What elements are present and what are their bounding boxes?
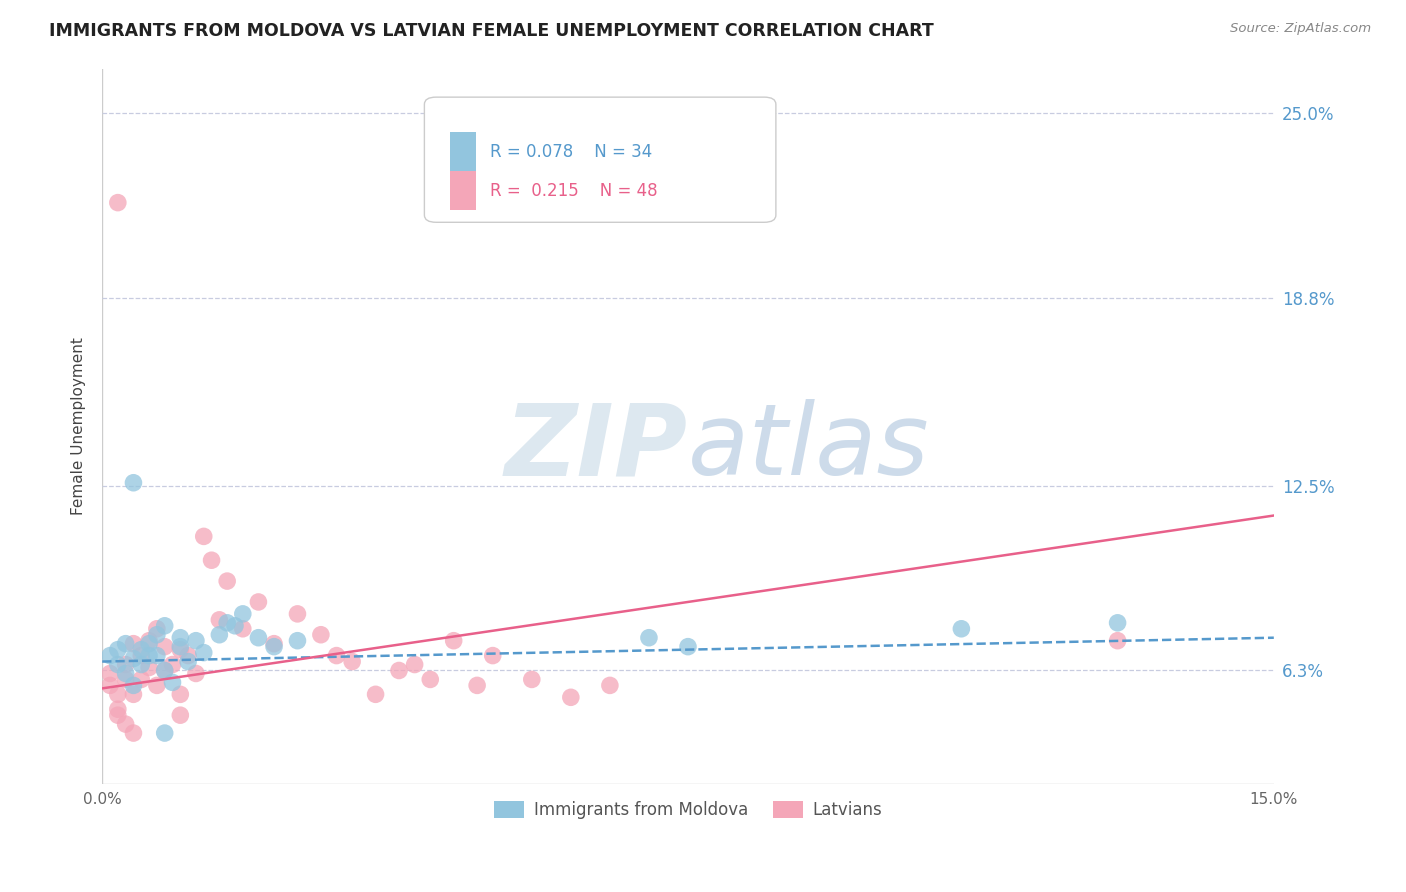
Point <box>200 553 222 567</box>
Point <box>107 702 129 716</box>
Text: R = 0.078    N = 34: R = 0.078 N = 34 <box>491 143 652 161</box>
Point <box>114 657 136 672</box>
Text: atlas: atlas <box>688 399 929 496</box>
Point <box>224 619 246 633</box>
Point <box>465 678 488 692</box>
Point <box>419 673 441 687</box>
Text: R =  0.215    N = 48: R = 0.215 N = 48 <box>491 182 658 200</box>
Point <box>122 475 145 490</box>
Point <box>193 529 215 543</box>
Point <box>153 726 176 740</box>
Point <box>122 726 145 740</box>
Point <box>309 628 332 642</box>
Point <box>153 664 176 678</box>
Point <box>263 637 285 651</box>
Point <box>217 615 239 630</box>
Point <box>169 640 191 654</box>
Point <box>443 633 465 648</box>
Point <box>107 708 129 723</box>
Point <box>107 195 129 210</box>
Point <box>481 648 503 663</box>
Point <box>388 664 411 678</box>
Point <box>208 613 231 627</box>
Point <box>520 673 543 687</box>
Point <box>114 717 136 731</box>
Bar <box>450 132 477 171</box>
Point <box>122 637 145 651</box>
Point <box>287 607 309 621</box>
Point <box>146 622 169 636</box>
Point <box>184 666 207 681</box>
Point <box>129 648 152 663</box>
Point <box>208 628 231 642</box>
Point <box>162 657 184 672</box>
Point <box>129 642 152 657</box>
Point <box>138 660 160 674</box>
Point <box>114 666 136 681</box>
Point <box>217 574 239 588</box>
Point <box>107 657 129 672</box>
Point <box>169 642 191 657</box>
Point <box>146 678 169 692</box>
Point <box>599 678 621 692</box>
Point <box>232 622 254 636</box>
Point <box>560 690 582 705</box>
Point <box>138 648 160 663</box>
Point <box>162 675 184 690</box>
FancyBboxPatch shape <box>425 97 776 222</box>
Point <box>169 708 191 723</box>
Point <box>177 648 200 663</box>
Text: Source: ZipAtlas.com: Source: ZipAtlas.com <box>1230 22 1371 36</box>
Point <box>153 664 176 678</box>
Point <box>146 628 169 642</box>
Text: IMMIGRANTS FROM MOLDOVA VS LATVIAN FEMALE UNEMPLOYMENT CORRELATION CHART: IMMIGRANTS FROM MOLDOVA VS LATVIAN FEMAL… <box>49 22 934 40</box>
Point <box>138 633 160 648</box>
Text: ZIP: ZIP <box>505 399 688 496</box>
Point <box>169 631 191 645</box>
Point <box>129 673 152 687</box>
Point <box>638 631 661 645</box>
Point <box>107 642 129 657</box>
Point <box>169 687 191 701</box>
Bar <box>450 171 477 211</box>
Point <box>98 666 121 681</box>
Point <box>146 648 169 663</box>
Point <box>138 637 160 651</box>
Point <box>122 651 145 665</box>
Point <box>114 673 136 687</box>
Point <box>98 678 121 692</box>
Point <box>122 678 145 692</box>
Point <box>325 648 347 663</box>
Point <box>232 607 254 621</box>
Point <box>364 687 387 701</box>
Point <box>950 622 973 636</box>
Point <box>193 646 215 660</box>
Point <box>340 655 363 669</box>
Point <box>263 640 285 654</box>
Y-axis label: Female Unemployment: Female Unemployment <box>72 337 86 515</box>
Point <box>98 648 121 663</box>
Point <box>287 633 309 648</box>
Point <box>177 655 200 669</box>
Point <box>404 657 426 672</box>
Point <box>129 657 152 672</box>
Point <box>153 640 176 654</box>
Point <box>1107 633 1129 648</box>
Point <box>247 631 270 645</box>
Point <box>122 687 145 701</box>
Point <box>247 595 270 609</box>
Point <box>107 687 129 701</box>
Point <box>184 633 207 648</box>
Point <box>676 640 699 654</box>
Legend: Immigrants from Moldova, Latvians: Immigrants from Moldova, Latvians <box>486 794 889 825</box>
Point <box>153 619 176 633</box>
Point <box>1107 615 1129 630</box>
Point <box>114 637 136 651</box>
